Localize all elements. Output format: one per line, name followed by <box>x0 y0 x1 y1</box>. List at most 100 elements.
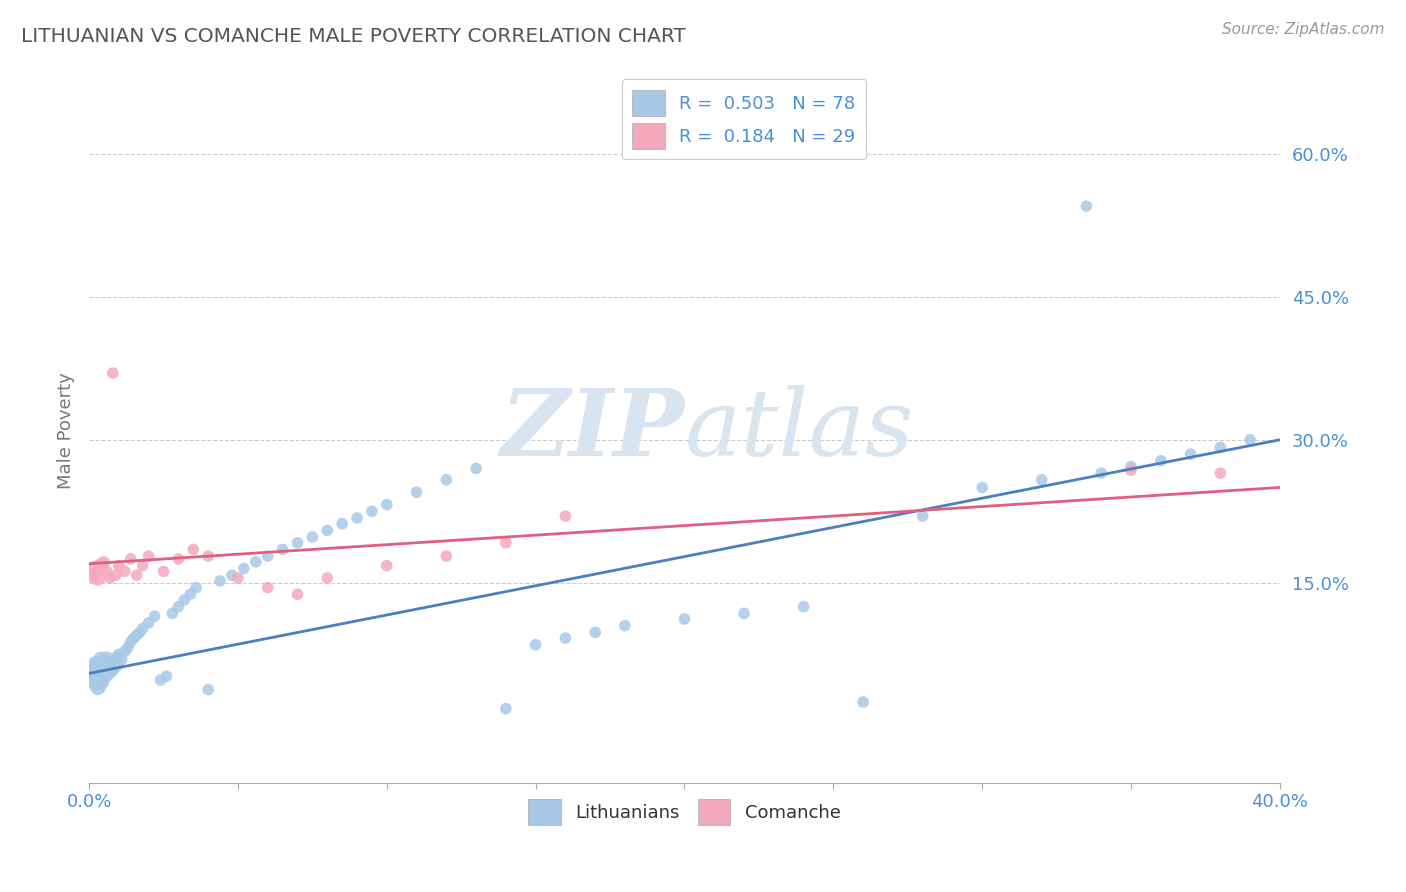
Point <box>434 549 457 563</box>
Point <box>90 558 112 573</box>
Point <box>125 568 148 582</box>
Point <box>173 593 195 607</box>
Y-axis label: Male Poverty: Male Poverty <box>58 372 75 489</box>
Point <box>465 461 488 475</box>
Point <box>138 549 160 563</box>
Point <box>128 625 150 640</box>
Point <box>101 366 124 380</box>
Point <box>346 511 368 525</box>
Point <box>87 671 110 685</box>
Point <box>125 628 148 642</box>
Point <box>80 671 103 685</box>
Point <box>162 607 184 621</box>
Point <box>108 648 131 662</box>
Point <box>911 509 934 524</box>
Point <box>96 659 118 673</box>
Point <box>80 662 103 676</box>
Point <box>84 676 107 690</box>
Point <box>405 485 427 500</box>
Point <box>1090 466 1112 480</box>
Point <box>84 666 107 681</box>
Point <box>96 650 118 665</box>
Point <box>330 516 353 531</box>
Point <box>122 631 145 645</box>
Point <box>434 473 457 487</box>
Legend: Lithuanians, Comanche: Lithuanians, Comanche <box>519 790 849 834</box>
Text: LITHUANIAN VS COMANCHE MALE POVERTY CORRELATION CHART: LITHUANIAN VS COMANCHE MALE POVERTY CORR… <box>21 27 686 45</box>
Point <box>221 568 243 582</box>
Point <box>114 565 136 579</box>
Point <box>181 542 204 557</box>
Point <box>316 571 339 585</box>
Point <box>1239 433 1261 447</box>
Point <box>1209 441 1232 455</box>
Point <box>90 666 112 681</box>
Point <box>96 565 118 579</box>
Point <box>84 657 107 671</box>
Point <box>101 654 124 668</box>
Point <box>375 498 398 512</box>
Point <box>972 480 994 494</box>
Point <box>101 664 124 678</box>
Point <box>93 664 115 678</box>
Point <box>117 640 139 655</box>
Text: atlas: atlas <box>685 385 914 475</box>
Point <box>209 574 232 588</box>
Point <box>1031 473 1053 487</box>
Point <box>87 662 110 676</box>
Point <box>1209 466 1232 480</box>
Text: ZIP: ZIP <box>501 385 685 475</box>
Point <box>179 587 201 601</box>
Point <box>98 666 121 681</box>
Point <box>245 555 267 569</box>
Point <box>108 657 131 671</box>
Point <box>583 625 606 640</box>
Point <box>1076 199 1098 213</box>
Point <box>1150 454 1173 468</box>
Point <box>554 509 576 524</box>
Point <box>90 676 112 690</box>
Point <box>852 695 875 709</box>
Point <box>138 615 160 630</box>
Point <box>143 609 166 624</box>
Point <box>149 673 172 687</box>
Point <box>495 535 517 549</box>
Point <box>167 552 190 566</box>
Point <box>80 568 103 582</box>
Point <box>613 618 636 632</box>
Point <box>96 669 118 683</box>
Point <box>733 607 755 621</box>
Point <box>104 659 127 673</box>
Point <box>131 622 153 636</box>
Point <box>1119 459 1142 474</box>
Point <box>226 571 249 585</box>
Point <box>87 571 110 585</box>
Point <box>232 561 254 575</box>
Point <box>197 549 219 563</box>
Point <box>120 552 142 566</box>
Point <box>93 654 115 668</box>
Point <box>554 631 576 645</box>
Point <box>673 612 696 626</box>
Point <box>361 504 384 518</box>
Point <box>93 673 115 687</box>
Point <box>104 650 127 665</box>
Point <box>93 555 115 569</box>
Point <box>98 571 121 585</box>
Point <box>114 644 136 658</box>
Point <box>167 599 190 614</box>
Point <box>375 558 398 573</box>
Point <box>84 561 107 575</box>
Point <box>131 558 153 573</box>
Point <box>186 581 208 595</box>
Point <box>256 581 278 595</box>
Point <box>152 565 174 579</box>
Point <box>524 638 547 652</box>
Point <box>90 652 112 666</box>
Point <box>495 701 517 715</box>
Point <box>98 657 121 671</box>
Point <box>287 535 309 549</box>
Point <box>1119 463 1142 477</box>
Point <box>197 682 219 697</box>
Point <box>256 549 278 563</box>
